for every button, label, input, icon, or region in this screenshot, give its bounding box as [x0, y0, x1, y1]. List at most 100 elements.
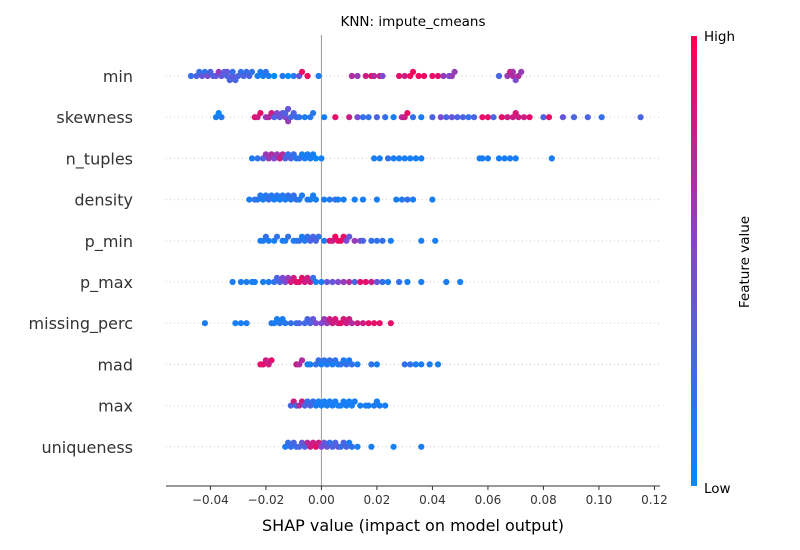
data-point	[346, 114, 353, 121]
data-point	[495, 72, 503, 80]
data-point	[509, 68, 516, 75]
data-point	[418, 443, 425, 450]
data-point	[271, 72, 278, 80]
data-point	[418, 278, 425, 286]
feature-label: n_tuples	[66, 149, 133, 169]
data-point	[326, 196, 333, 203]
data-point	[329, 278, 336, 286]
data-point	[307, 361, 314, 368]
data-point	[348, 361, 355, 368]
data-point	[426, 361, 433, 368]
data-point	[390, 155, 397, 162]
feature-label: mad	[97, 355, 133, 374]
x-axis-label: SHAP value (impact on model output)	[262, 516, 564, 535]
data-point	[548, 155, 555, 162]
colorbar-high-label: High	[704, 29, 735, 45]
data-point	[243, 278, 250, 286]
data-point	[490, 114, 497, 121]
data-point	[368, 361, 375, 368]
data-point	[296, 114, 303, 121]
data-point	[515, 114, 522, 121]
x-tick-label: 0.00	[308, 493, 335, 507]
data-point	[273, 233, 281, 240]
data-point	[518, 68, 525, 75]
data-point	[340, 196, 347, 203]
data-point	[507, 155, 514, 162]
data-point	[312, 278, 319, 286]
data-point	[290, 72, 297, 80]
data-point	[251, 278, 258, 286]
data-point	[268, 357, 275, 364]
data-point	[351, 278, 358, 286]
x-tick-label: −0.04	[192, 493, 229, 507]
data-point	[501, 155, 508, 162]
data-point	[348, 443, 355, 450]
feature-label: p_min	[85, 232, 133, 252]
feature-label: uniqueness	[41, 438, 133, 457]
data-point	[484, 114, 491, 121]
data-point	[401, 155, 408, 162]
data-point	[371, 320, 378, 327]
data-point	[584, 114, 591, 121]
data-point	[465, 114, 472, 121]
data-points	[187, 68, 644, 450]
data-point	[296, 320, 303, 327]
data-point	[382, 114, 389, 121]
data-point	[346, 233, 353, 240]
data-point	[340, 278, 347, 286]
data-point	[354, 72, 361, 80]
data-point	[498, 114, 505, 121]
data-point	[545, 114, 553, 121]
data-point	[265, 278, 272, 286]
data-point	[315, 72, 322, 80]
data-point	[418, 155, 425, 162]
data-point	[321, 114, 328, 121]
data-point	[371, 72, 378, 80]
data-point	[260, 278, 267, 286]
data-point	[359, 320, 367, 327]
data-point	[318, 155, 325, 162]
data-point	[376, 320, 383, 327]
data-point	[298, 68, 306, 75]
data-point	[459, 114, 467, 121]
data-point	[348, 72, 355, 80]
data-point	[429, 72, 436, 80]
data-point	[451, 68, 458, 75]
data-point	[396, 155, 403, 162]
data-point	[335, 196, 342, 203]
data-point	[373, 196, 380, 203]
data-point	[373, 361, 380, 368]
data-point	[429, 196, 436, 203]
data-point	[254, 155, 261, 162]
data-point	[232, 320, 239, 327]
x-tick-label: 0.02	[364, 493, 391, 507]
data-point	[384, 155, 392, 162]
data-point	[454, 114, 461, 121]
data-point	[418, 361, 425, 368]
feature-label: p_max	[80, 273, 133, 293]
data-point	[484, 155, 491, 162]
data-point	[224, 68, 231, 75]
data-point	[265, 237, 272, 244]
data-point	[421, 72, 428, 80]
data-point	[404, 196, 411, 203]
data-point	[412, 361, 419, 368]
data-point	[396, 72, 403, 80]
data-point	[390, 443, 397, 450]
data-point	[201, 320, 208, 327]
data-point	[321, 196, 328, 203]
data-point	[373, 237, 380, 244]
data-point	[298, 192, 306, 199]
data-point	[298, 357, 306, 364]
data-point	[310, 110, 317, 117]
data-point	[285, 72, 292, 80]
data-point	[443, 114, 450, 121]
data-point	[257, 110, 264, 117]
data-point	[285, 233, 292, 240]
data-point	[365, 320, 372, 327]
data-point	[407, 361, 414, 368]
data-point	[407, 155, 414, 162]
data-point	[368, 237, 375, 244]
data-point	[384, 278, 392, 286]
